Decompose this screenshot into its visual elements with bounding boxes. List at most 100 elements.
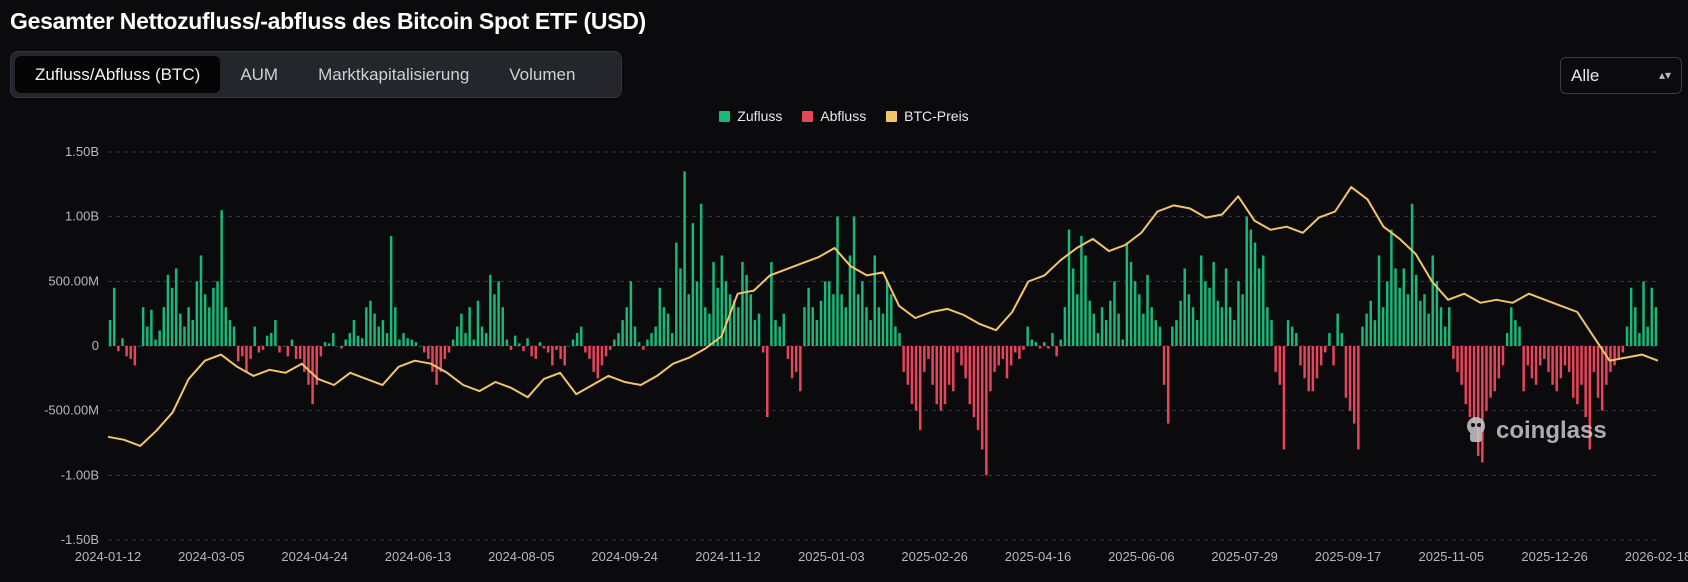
outflow-bar xyxy=(546,346,550,353)
outflow-bar xyxy=(1534,346,1538,385)
inflow-bar xyxy=(580,326,583,346)
inflow-bar xyxy=(1361,326,1364,346)
inflow-bar xyxy=(183,326,186,346)
outflow-bar xyxy=(431,346,434,372)
inflow-bar xyxy=(394,307,397,346)
inflow-bar xyxy=(373,313,376,346)
outflow-bar xyxy=(1580,346,1583,385)
range-select[interactable]: Alle ▴▾ xyxy=(1560,57,1682,94)
outflow-bar xyxy=(298,346,302,359)
inflow-bar xyxy=(749,294,752,346)
x-tick-label: 2024-08-05 xyxy=(488,549,555,564)
inflow-bar xyxy=(737,307,740,346)
outflow-bar xyxy=(1543,346,1546,359)
inflow-bar xyxy=(1638,333,1641,346)
x-tick-label: 2024-03-05 xyxy=(178,549,245,564)
legend-item-outflow[interactable]: Abfluss xyxy=(802,108,866,124)
inflow-bar xyxy=(1510,307,1513,346)
outflow-bar xyxy=(1596,346,1600,398)
outflow-bar xyxy=(319,346,323,357)
outflow-bar xyxy=(236,346,240,362)
legend-label-inflow: Zufluss xyxy=(737,108,783,124)
inflow-bar xyxy=(365,307,368,346)
outflow-bar xyxy=(1452,346,1455,359)
inflow-bar xyxy=(819,300,823,346)
inflow-bar xyxy=(724,281,728,346)
inflow-bar xyxy=(741,261,744,346)
outflow-bar xyxy=(972,346,976,418)
inflow-bar xyxy=(704,307,707,346)
inflow-bar xyxy=(1138,294,1141,346)
outflow-bar xyxy=(980,346,984,450)
inflow-bar xyxy=(274,320,277,346)
inflow-bar xyxy=(352,320,356,346)
outflow-bar xyxy=(1605,346,1608,385)
outflow-bar xyxy=(1572,346,1575,398)
outflow-bar xyxy=(642,346,645,350)
x-tick-label: 2025-01-03 xyxy=(798,549,865,564)
inflow-bar xyxy=(807,287,810,346)
inflow-bar xyxy=(1208,287,1211,346)
outflow-bar xyxy=(1311,346,1315,392)
x-tick-label: 2025-07-29 xyxy=(1211,549,1278,564)
inflow-bar xyxy=(1654,307,1658,346)
legend-item-inflow[interactable]: Zufluss xyxy=(719,108,782,124)
inflow-bar xyxy=(538,342,542,346)
inflow-bar xyxy=(1386,281,1389,346)
outflow-bar xyxy=(133,346,137,366)
outflow-bar xyxy=(931,346,934,385)
outflow-bar xyxy=(1464,346,1468,405)
outflow-bar xyxy=(559,346,562,359)
legend-label-outflow: Abfluss xyxy=(820,108,867,124)
watermark-text: coinglass xyxy=(1496,417,1607,444)
outflow-bar xyxy=(985,346,988,476)
inflow-bar xyxy=(571,339,575,346)
inflow-bar xyxy=(1171,326,1174,346)
outflow-bar xyxy=(1567,346,1571,372)
outflow-bar xyxy=(1592,346,1596,372)
inflow-bar xyxy=(621,320,624,346)
coinglass-watermark: coinglass xyxy=(1462,416,1607,446)
inflow-bar xyxy=(753,320,757,346)
outflow-bar xyxy=(596,346,600,379)
outflow-bar xyxy=(1162,346,1166,385)
inflow-bar xyxy=(1290,326,1294,346)
x-tick-label: 2024-09-24 xyxy=(591,549,658,564)
outflow-bar xyxy=(257,346,261,353)
legend-item-price[interactable]: BTC-Preis xyxy=(886,108,969,124)
outflow-bar xyxy=(943,346,947,405)
outflow-bar xyxy=(927,346,930,359)
outflow-bar xyxy=(794,346,798,372)
chevron-updown-icon: ▴▾ xyxy=(1658,68,1671,82)
inflow-bar xyxy=(170,287,174,346)
outflow-bar xyxy=(1609,346,1612,372)
inflow-bar xyxy=(823,281,827,346)
inflow-bar xyxy=(468,307,471,346)
inflow-bar xyxy=(885,281,889,346)
outflow-bar xyxy=(952,346,955,392)
outflow-bar xyxy=(1055,346,1058,357)
outflow-bar xyxy=(902,346,905,372)
tab-market-cap[interactable]: Marktkapitalisierung xyxy=(318,65,470,84)
inflow-bar xyxy=(1179,300,1182,346)
outflow-bar xyxy=(1278,346,1282,385)
tab-flow-btc[interactable]: Zufluss/Abfluss (BTC) xyxy=(15,56,221,93)
outflow-bar xyxy=(1315,346,1319,379)
inflow-bar xyxy=(720,255,724,346)
inflow-bar xyxy=(881,313,885,346)
inflow-bar xyxy=(894,326,897,346)
tab-volume[interactable]: Volumen xyxy=(509,65,576,84)
inflow-bar xyxy=(460,313,463,346)
inflow-bar xyxy=(745,274,748,346)
inflow-bar xyxy=(1224,268,1228,346)
inflow-bar xyxy=(856,294,860,346)
inflow-bar xyxy=(1328,333,1331,346)
legend-swatch-inflow xyxy=(719,110,731,122)
outflow-bar xyxy=(1344,346,1348,398)
outflow-bar xyxy=(1600,346,1604,411)
inflow-bar xyxy=(774,320,777,346)
tab-aum[interactable]: AUM xyxy=(240,65,279,84)
outflow-bar xyxy=(315,346,318,385)
outflow-bar xyxy=(294,346,298,359)
